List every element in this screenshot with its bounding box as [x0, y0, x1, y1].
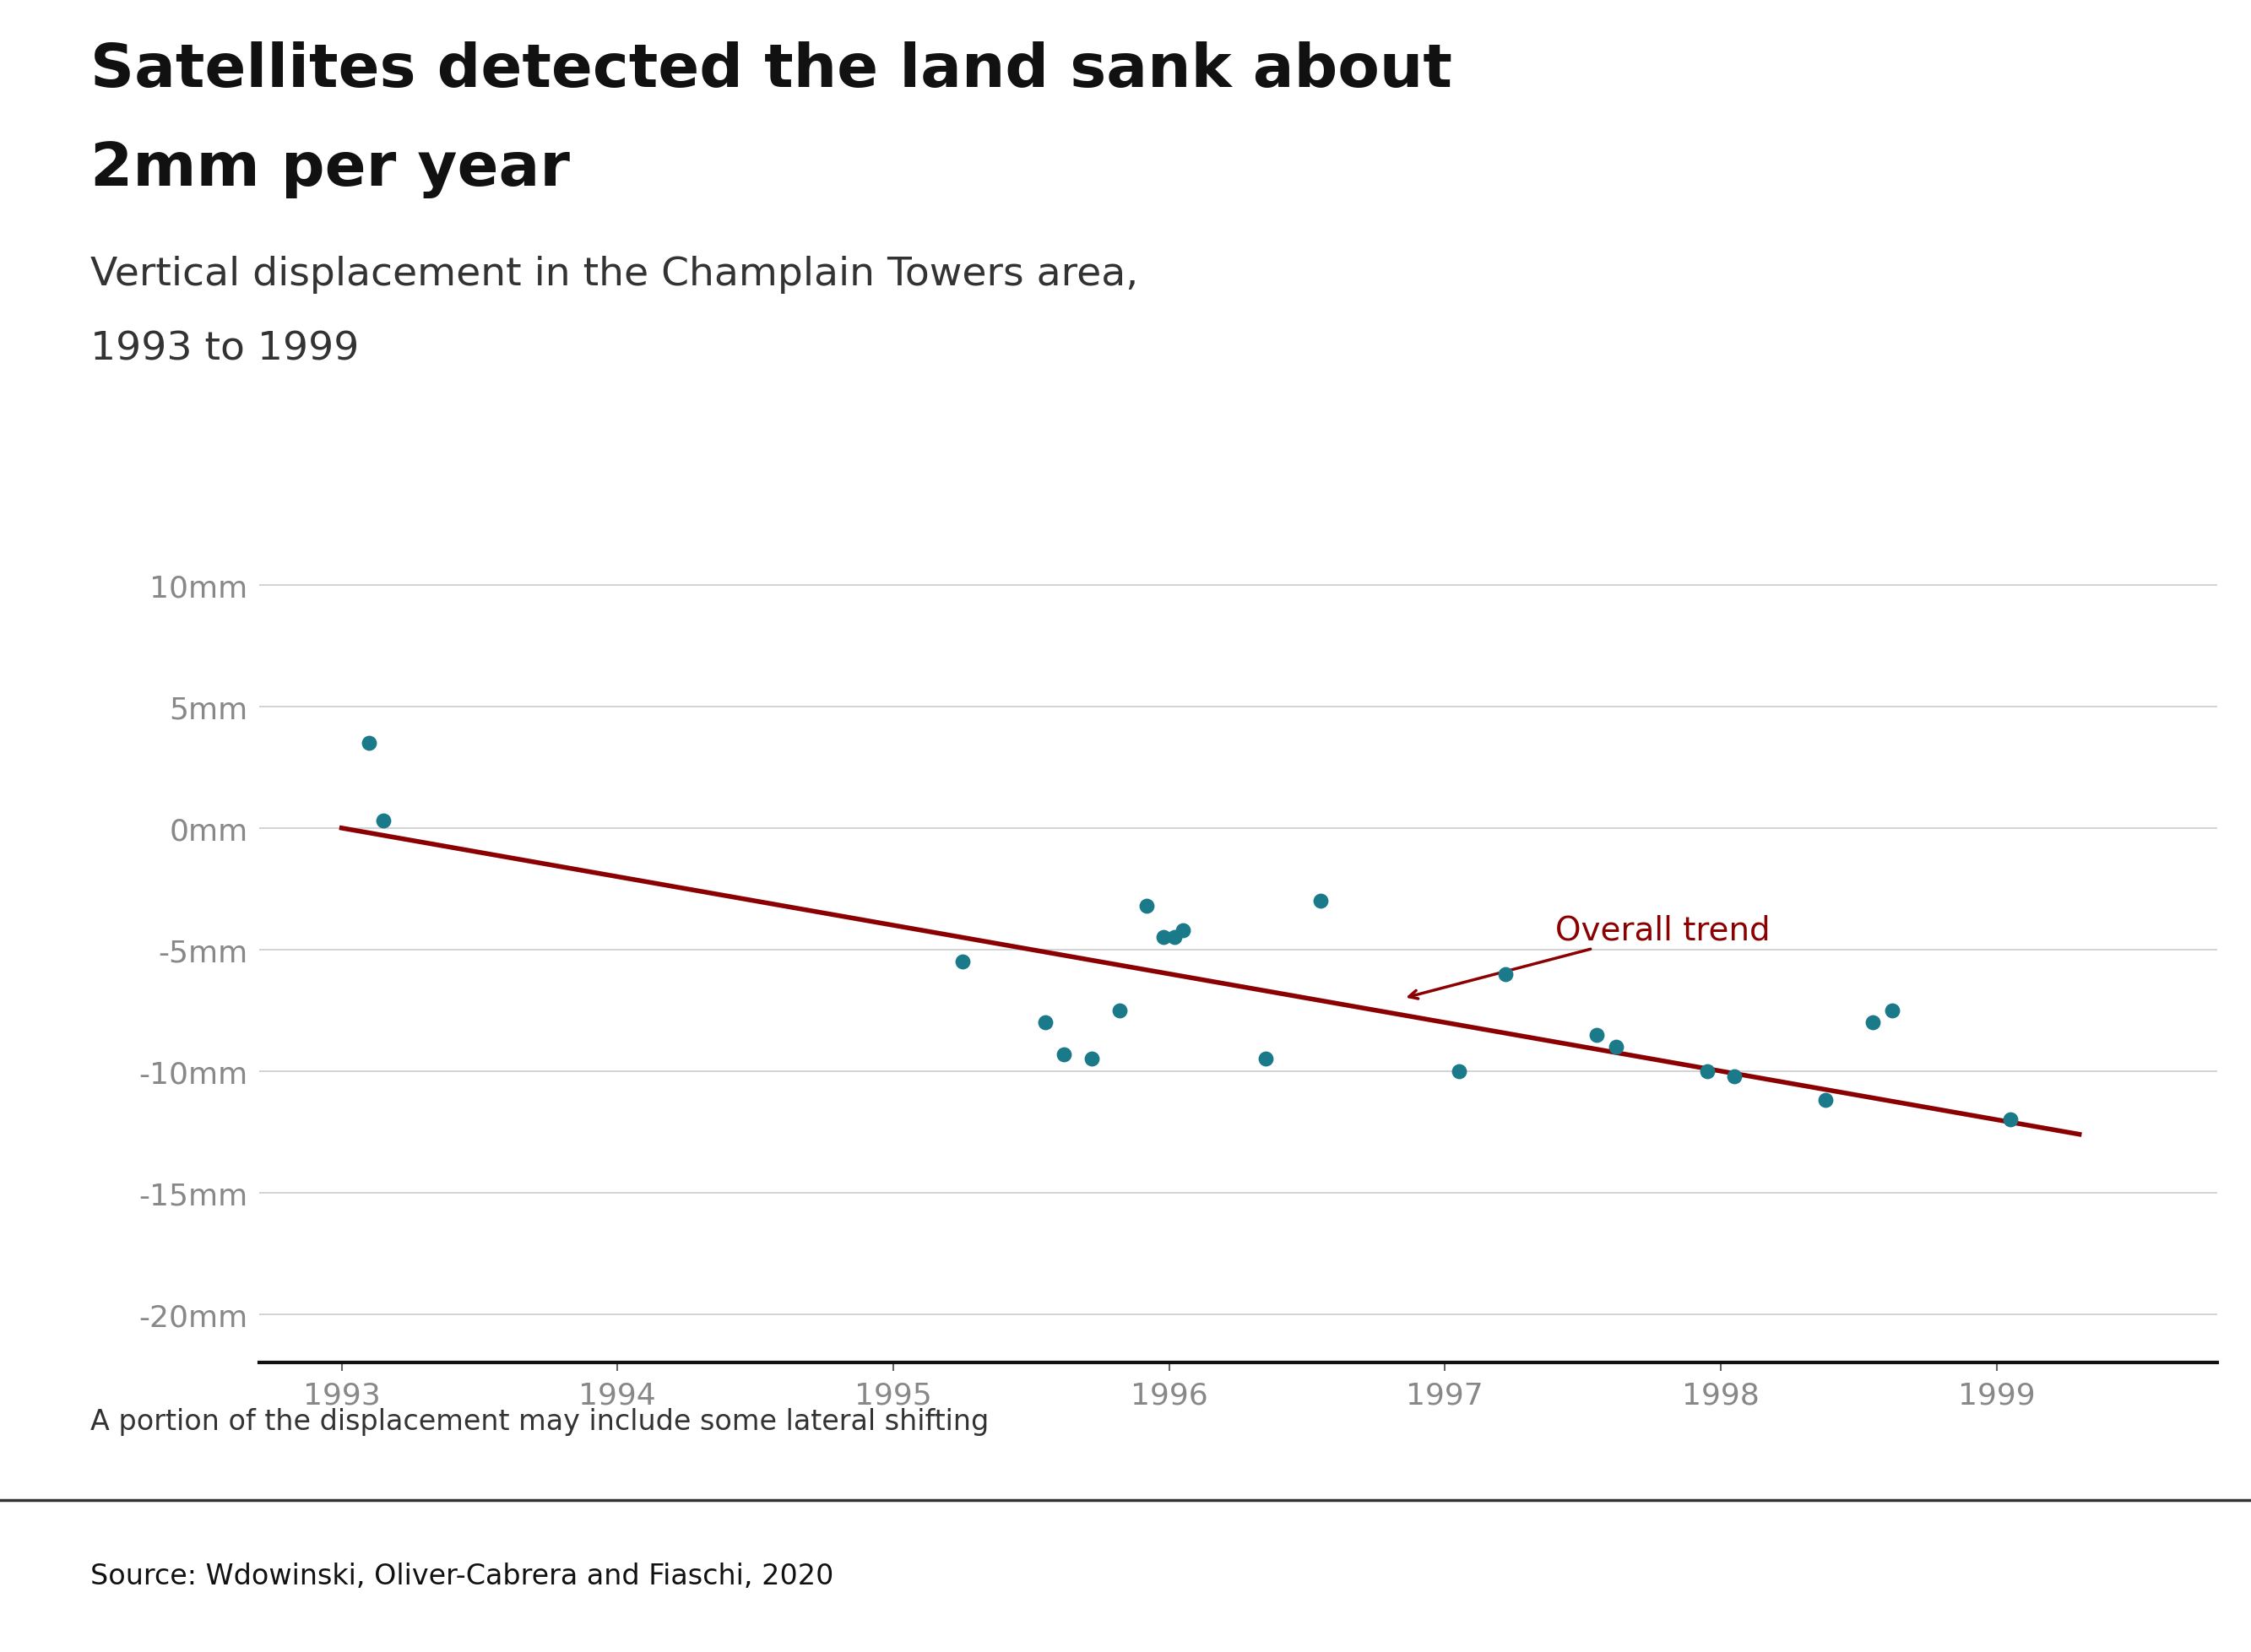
Point — [943, 948, 979, 975]
Point — [1026, 1009, 1062, 1036]
Text: Vertical displacement in the Champlain Towers area,: Vertical displacement in the Champlain T… — [90, 256, 1139, 294]
Point — [1303, 889, 1339, 915]
Point — [1718, 1062, 1754, 1089]
Point — [1101, 998, 1137, 1024]
Point — [1873, 998, 1909, 1024]
Point — [1688, 1059, 1724, 1085]
Text: A portion of the displacement may include some lateral shifting: A portion of the displacement may includ… — [90, 1408, 988, 1436]
Text: Source: Wdowinski, Oliver-Cabrera and Fiaschi, 2020: Source: Wdowinski, Oliver-Cabrera and Fi… — [90, 1563, 833, 1589]
Point — [351, 730, 387, 757]
Text: 1993 to 1999: 1993 to 1999 — [90, 330, 358, 368]
Point — [1488, 961, 1524, 988]
Point — [1157, 925, 1193, 952]
Point — [1074, 1046, 1110, 1072]
Text: 2mm per year: 2mm per year — [90, 140, 570, 198]
Point — [1441, 1059, 1477, 1085]
Text: Satellites detected the land sank about: Satellites detected the land sank about — [90, 41, 1452, 99]
Point — [1247, 1046, 1283, 1072]
Point — [1130, 894, 1166, 920]
Point — [1578, 1021, 1614, 1047]
Point — [1808, 1087, 1844, 1113]
Point — [365, 808, 401, 834]
Text: BBC: BBC — [2075, 1558, 2161, 1594]
Point — [1146, 925, 1182, 952]
Point — [1598, 1034, 1634, 1061]
Point — [1047, 1041, 1083, 1067]
Point — [1164, 917, 1200, 943]
Point — [1992, 1107, 2028, 1133]
Point — [1855, 1009, 1891, 1036]
Text: Overall trend: Overall trend — [1409, 915, 1769, 999]
